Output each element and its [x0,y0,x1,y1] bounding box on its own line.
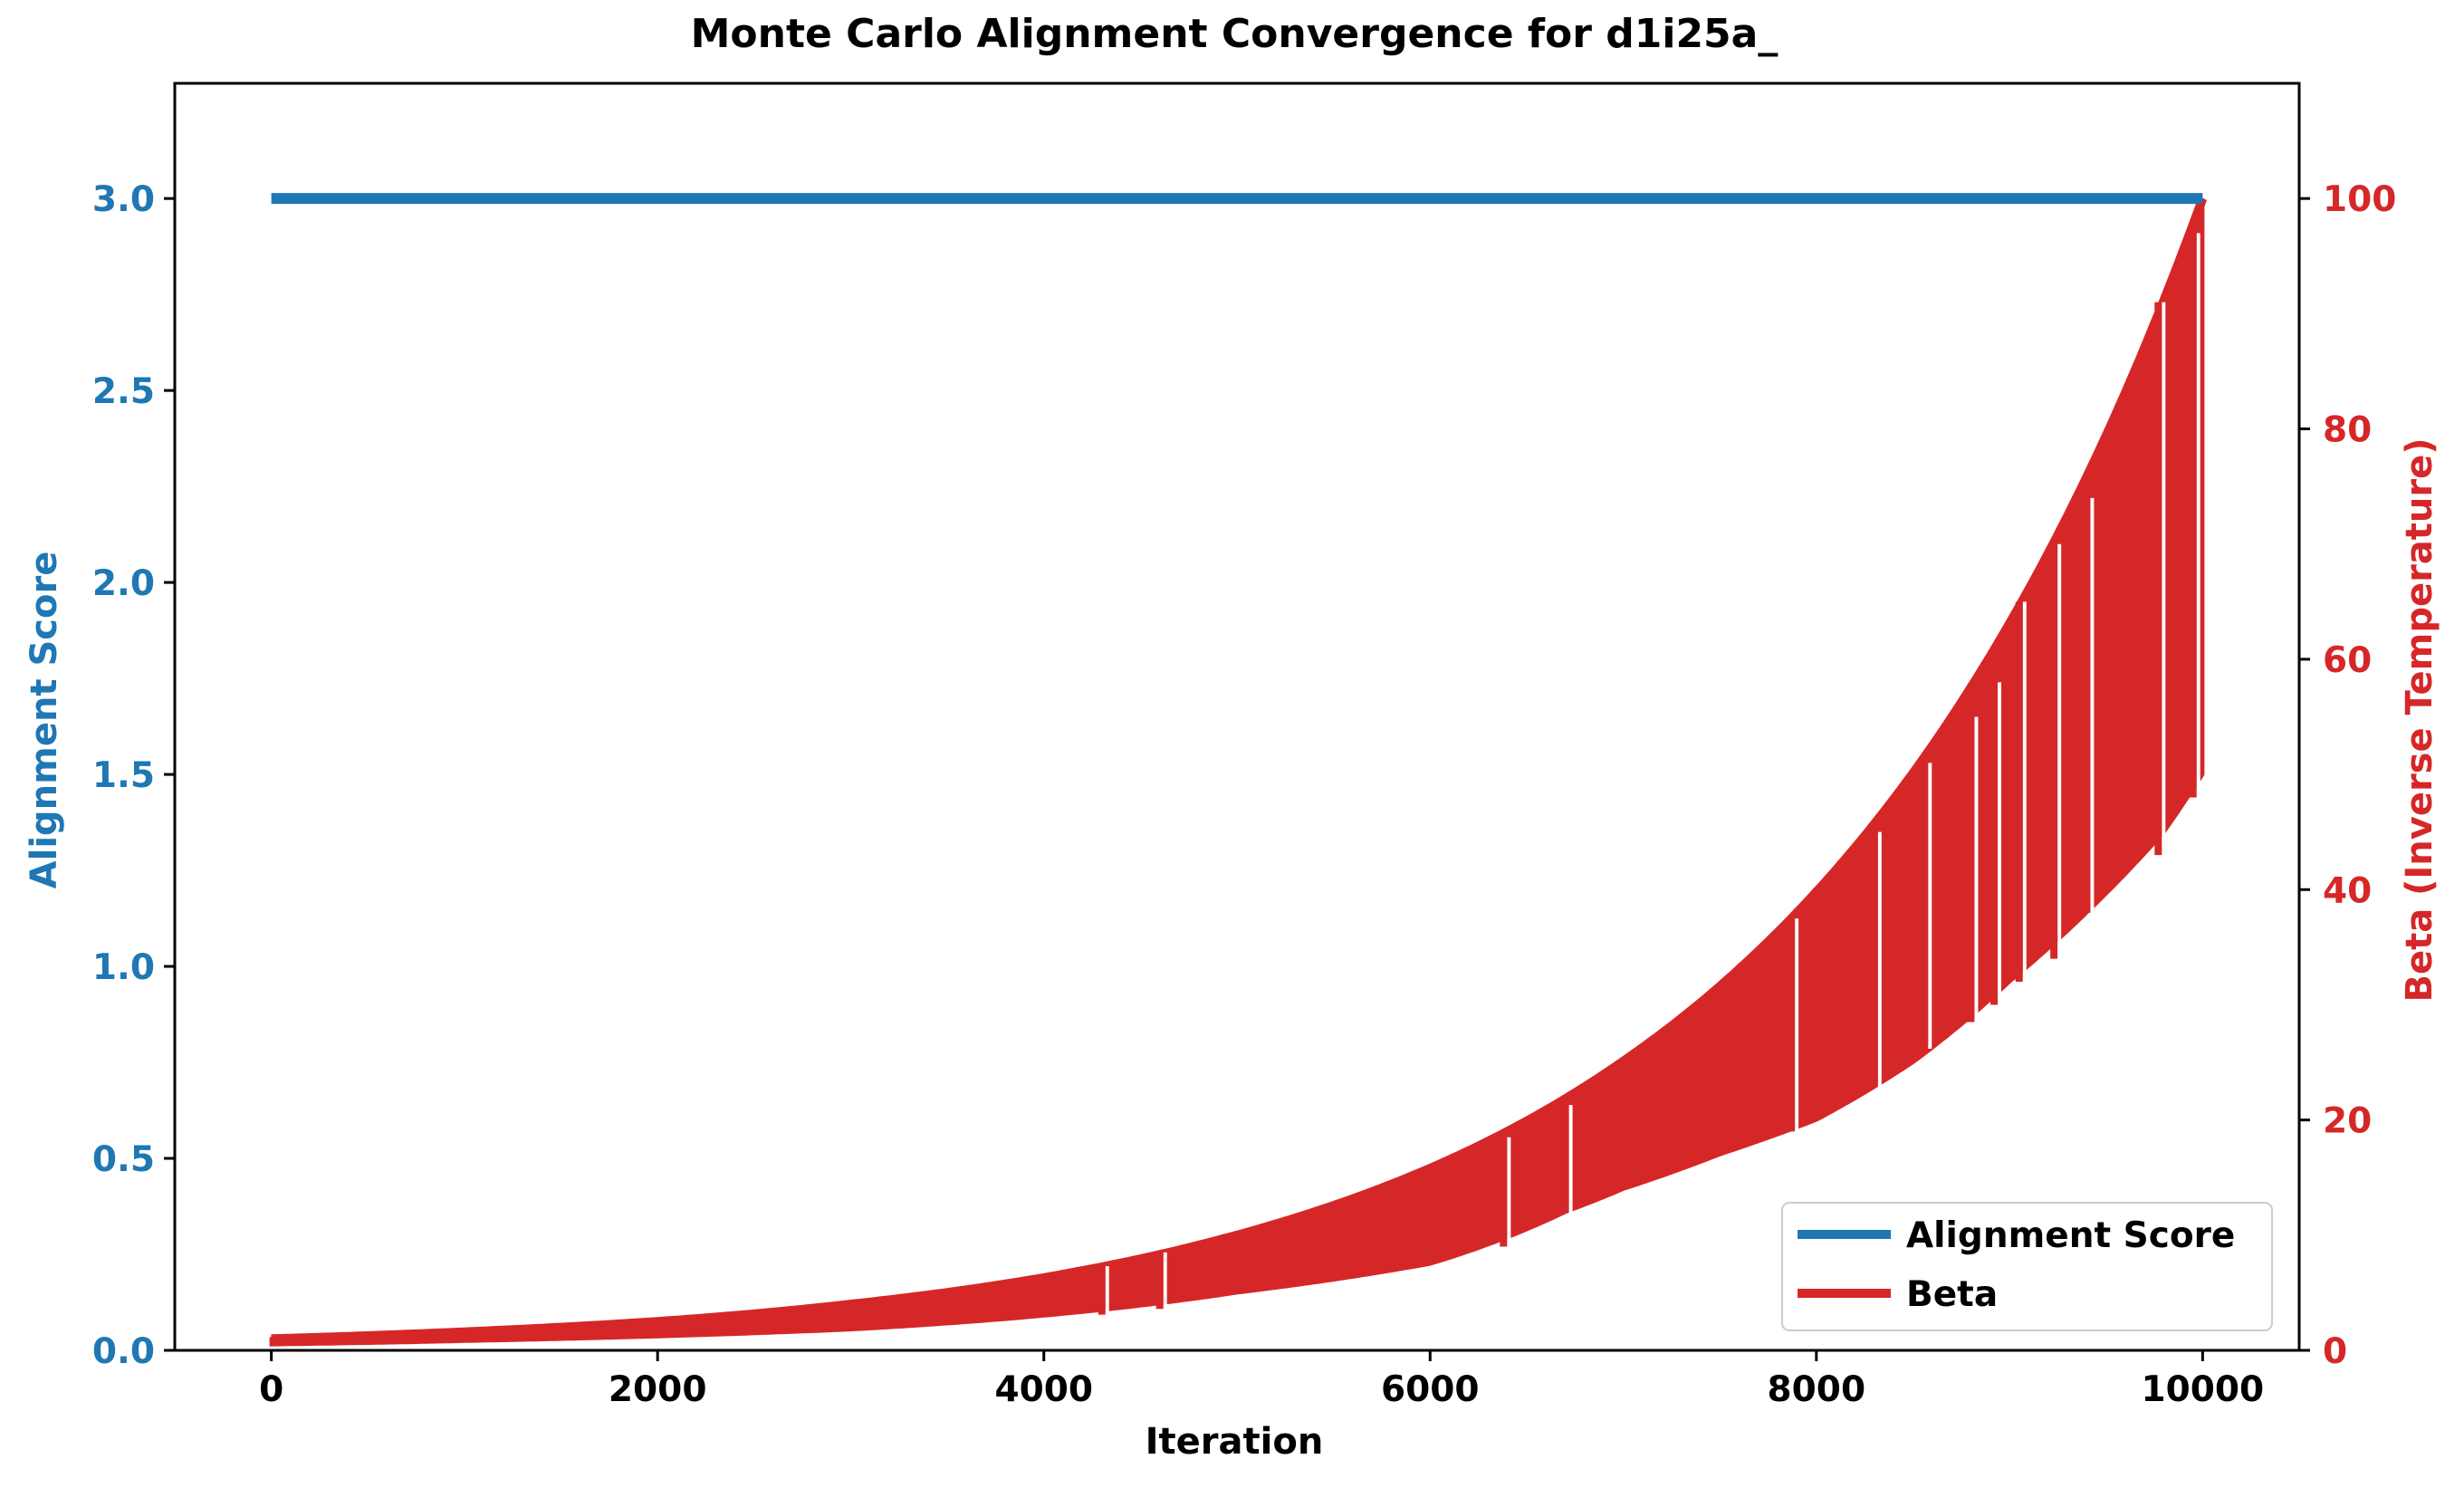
y-tick-label-right: 60 [2323,640,2372,681]
legend-label-beta: Beta [1906,1274,1998,1315]
y-tick-label-left: 1.5 [92,755,155,796]
y-tick-label-right: 0 [2323,1331,2347,1372]
y-axis-label-right: Beta (Inverse Temperature) [2399,437,2440,1002]
x-tick-label: 0 [259,1369,283,1410]
x-tick-label: 8000 [1768,1369,1866,1410]
x-tick-label: 10000 [2142,1369,2265,1410]
legend-label-alignment: Alignment Score [1906,1215,2235,1256]
x-axis-label: Iteration [1146,1421,1324,1463]
y-tick-label-right: 100 [2323,179,2396,220]
axes-layer: 0 2000 4000 6000 8000 10000 0.0 0.5 1.0 1.5 2.0 2.5… [92,82,2396,1410]
y-tick-label-right: 40 [2323,870,2372,911]
plot-layer [269,193,2208,1347]
y-tick-label-left: 2.5 [92,371,155,412]
y-axis-label-left: Alignment Score [24,552,65,889]
beta-line [271,197,2208,1344]
y-tick-label-left: 3.0 [92,179,155,220]
legend-box [1781,1202,2273,1331]
y-tick-label-right: 80 [2323,410,2372,451]
y-tick-label-left: 0.5 [92,1139,155,1180]
y-tick-label-left: 2.0 [92,563,155,604]
y-tick-label-left: 1.0 [92,947,155,988]
x-tick-label: 4000 [994,1369,1093,1410]
y-tick-label-left: 0.0 [92,1331,155,1372]
x-tick-label: 6000 [1381,1369,1480,1410]
y-tick-label-right: 20 [2323,1101,2372,1142]
legend: Alignment Score Beta [1781,1202,2273,1331]
plot-frame [173,82,2301,1352]
x-tick-label: 2000 [609,1369,707,1410]
chart-title: Monte Carlo Alignment Convergence for d1… [691,11,1778,57]
